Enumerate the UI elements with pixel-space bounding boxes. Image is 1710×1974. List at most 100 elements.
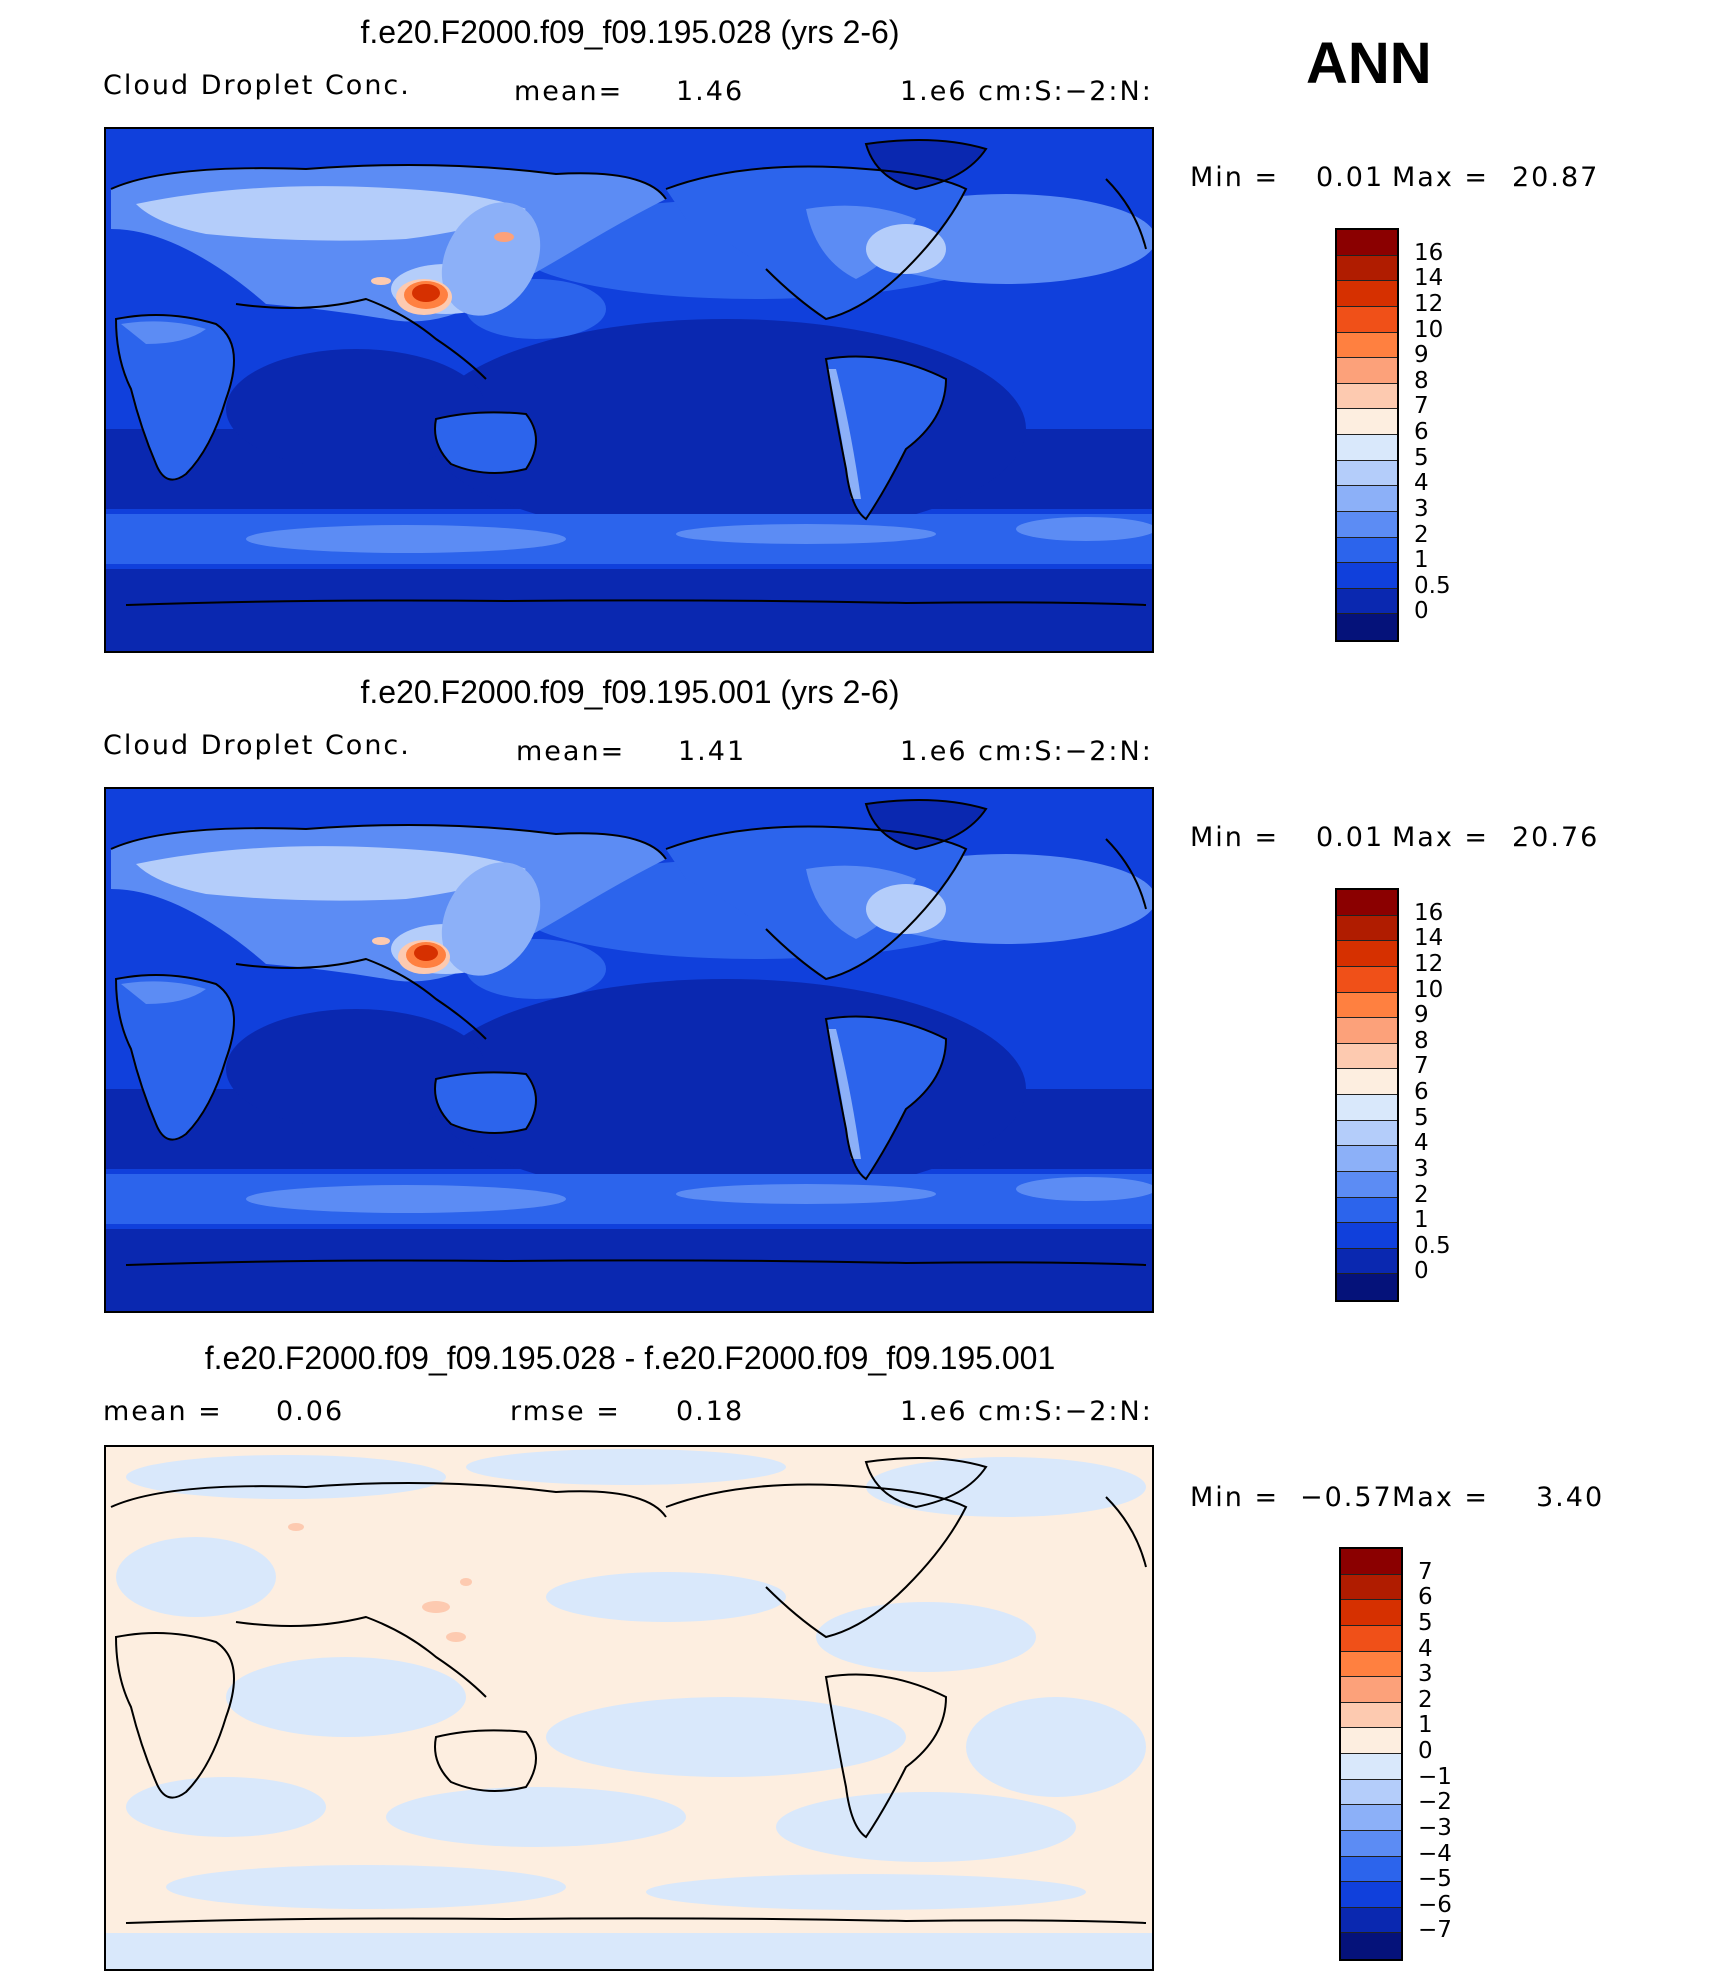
panel-3-mean-label: mean = xyxy=(103,1396,223,1427)
panel-2-min-value: 0.01 xyxy=(1316,822,1385,853)
panel-1-colorbar-labels: 16 14 12 10 9 8 7 6 5 4 3 2 1 0.5 0 xyxy=(1414,228,1474,642)
colorbar-swatch xyxy=(1337,966,1397,993)
colorbar-label: 3 xyxy=(1414,495,1429,522)
colorbar-label: 7 xyxy=(1414,393,1429,420)
colorbar-label: 8 xyxy=(1414,1027,1429,1054)
colorbar-swatch xyxy=(1337,890,1397,916)
panel-2-map xyxy=(104,787,1154,1313)
colorbar-label: 4 xyxy=(1418,1635,1433,1662)
colorbar-label: 9 xyxy=(1414,342,1429,369)
colorbar-swatch xyxy=(1337,563,1397,589)
colorbar-label: 6 xyxy=(1418,1584,1433,1611)
colorbar-label: −5 xyxy=(1418,1866,1452,1893)
colorbar-swatch xyxy=(1337,383,1397,410)
colorbar-label: 3 xyxy=(1418,1661,1433,1688)
panel-2-max-label: Max = xyxy=(1392,822,1490,853)
colorbar-label: 10 xyxy=(1414,316,1444,343)
colorbar-swatch xyxy=(1337,588,1397,615)
colorbar-swatch xyxy=(1337,941,1397,967)
colorbar-swatch xyxy=(1337,511,1397,538)
colorbar-label: −3 xyxy=(1418,1814,1452,1841)
colorbar-swatch xyxy=(1337,614,1397,640)
panel-1-mean-label: mean= xyxy=(514,76,624,107)
colorbar-label: 8 xyxy=(1414,367,1429,394)
colorbar-swatch xyxy=(1337,332,1397,359)
colorbar-label: −7 xyxy=(1418,1917,1452,1944)
colorbar-label: 6 xyxy=(1414,419,1429,445)
colorbar-swatch xyxy=(1337,281,1397,307)
colorbar-label: 6 xyxy=(1414,1079,1429,1105)
panel-3-colorbar-labels: 7 6 5 4 3 2 1 0 −1 −2 −3 −4 −5 −6 −7 xyxy=(1418,1547,1478,1961)
colorbar-swatch xyxy=(1341,1625,1401,1652)
colorbar-swatch xyxy=(1337,409,1397,435)
panel-2-min-label: Min = xyxy=(1190,822,1280,853)
colorbar-swatch xyxy=(1341,1882,1401,1908)
colorbar-swatch xyxy=(1337,537,1397,564)
panel-1-colorbar xyxy=(1335,228,1399,642)
colorbar-label: 5 xyxy=(1418,1609,1433,1636)
colorbar-swatch xyxy=(1341,1856,1401,1883)
panel-3-max-value: 3.40 xyxy=(1536,1482,1605,1513)
colorbar-label: 16 xyxy=(1414,899,1444,926)
colorbar-swatch xyxy=(1341,1830,1401,1857)
panel-1-min-value: 0.01 xyxy=(1316,162,1385,193)
season-label: ANN xyxy=(1306,31,1432,96)
colorbar-swatch xyxy=(1337,1197,1397,1224)
colorbar-swatch xyxy=(1337,460,1397,487)
colorbar-label: 3 xyxy=(1414,1155,1429,1182)
colorbar-swatch xyxy=(1337,486,1397,512)
colorbar-label: −2 xyxy=(1418,1789,1452,1816)
colorbar-label: 2 xyxy=(1418,1686,1433,1713)
colorbar-swatch xyxy=(1337,435,1397,461)
panel-1-mean-value: 1.46 xyxy=(676,76,745,107)
colorbar-swatch xyxy=(1337,1095,1397,1121)
panel-1-max-value: 20.87 xyxy=(1512,162,1600,193)
colorbar-swatch xyxy=(1341,1728,1401,1754)
panel-2-mean-label: mean= xyxy=(516,736,626,767)
colorbar-swatch xyxy=(1341,1754,1401,1780)
colorbar-swatch xyxy=(1337,306,1397,333)
colorbar-label: 5 xyxy=(1414,444,1429,471)
colorbar-label: 2 xyxy=(1414,1181,1429,1208)
colorbar-swatch xyxy=(1341,1779,1401,1806)
colorbar-swatch xyxy=(1337,358,1397,384)
colorbar-swatch xyxy=(1337,1274,1397,1300)
colorbar-swatch xyxy=(1341,1574,1401,1601)
panel-3-min-value: −0.57 xyxy=(1300,1482,1393,1513)
colorbar-label: 4 xyxy=(1414,470,1429,497)
colorbar-label: −1 xyxy=(1418,1763,1452,1790)
colorbar-swatch xyxy=(1341,1933,1401,1959)
colorbar-swatch xyxy=(1337,1171,1397,1198)
colorbar-label: 12 xyxy=(1414,950,1444,977)
colorbar-label: −6 xyxy=(1418,1891,1452,1918)
colorbar-label: 1 xyxy=(1418,1712,1433,1739)
colorbar-swatch xyxy=(1337,1069,1397,1095)
colorbar-label: 14 xyxy=(1414,925,1444,952)
colorbar-swatch xyxy=(1341,1600,1401,1626)
panel-2-max-value: 20.76 xyxy=(1512,822,1600,853)
panel-3-units: 1.e6 cm:S:−2:N: xyxy=(900,1396,1153,1427)
colorbar-label: 7 xyxy=(1418,1558,1433,1585)
colorbar-swatch xyxy=(1341,1907,1401,1934)
panel-2-colorbar-labels: 16 14 12 10 9 8 7 6 5 4 3 2 1 0.5 0 xyxy=(1414,888,1474,1302)
colorbar-label: 0 xyxy=(1414,1258,1429,1285)
colorbar-swatch xyxy=(1337,230,1397,256)
panel-3-colorbar xyxy=(1339,1547,1403,1961)
panel-3-map xyxy=(104,1445,1154,1971)
colorbar-swatch xyxy=(1341,1702,1401,1729)
colorbar-swatch xyxy=(1337,915,1397,942)
colorbar-label: 1 xyxy=(1414,547,1429,574)
colorbar-swatch xyxy=(1341,1805,1401,1831)
colorbar-label: 0 xyxy=(1418,1738,1433,1764)
colorbar-label: 5 xyxy=(1414,1104,1429,1131)
panel-1-title: f.e20.F2000.f09_f09.195.028 (yrs 2-6) xyxy=(360,14,900,50)
panel-2-colorbar xyxy=(1335,888,1399,1302)
panel-1-variable-label: Cloud Droplet Conc. xyxy=(103,70,411,101)
colorbar-swatch xyxy=(1337,1223,1397,1249)
colorbar-label: 10 xyxy=(1414,976,1444,1003)
colorbar-label: 1 xyxy=(1414,1207,1429,1234)
colorbar-label: 9 xyxy=(1414,1002,1429,1029)
colorbar-label: 12 xyxy=(1414,290,1444,317)
panel-3-rmse-label: rmse = xyxy=(510,1396,621,1427)
colorbar-label: 7 xyxy=(1414,1053,1429,1080)
